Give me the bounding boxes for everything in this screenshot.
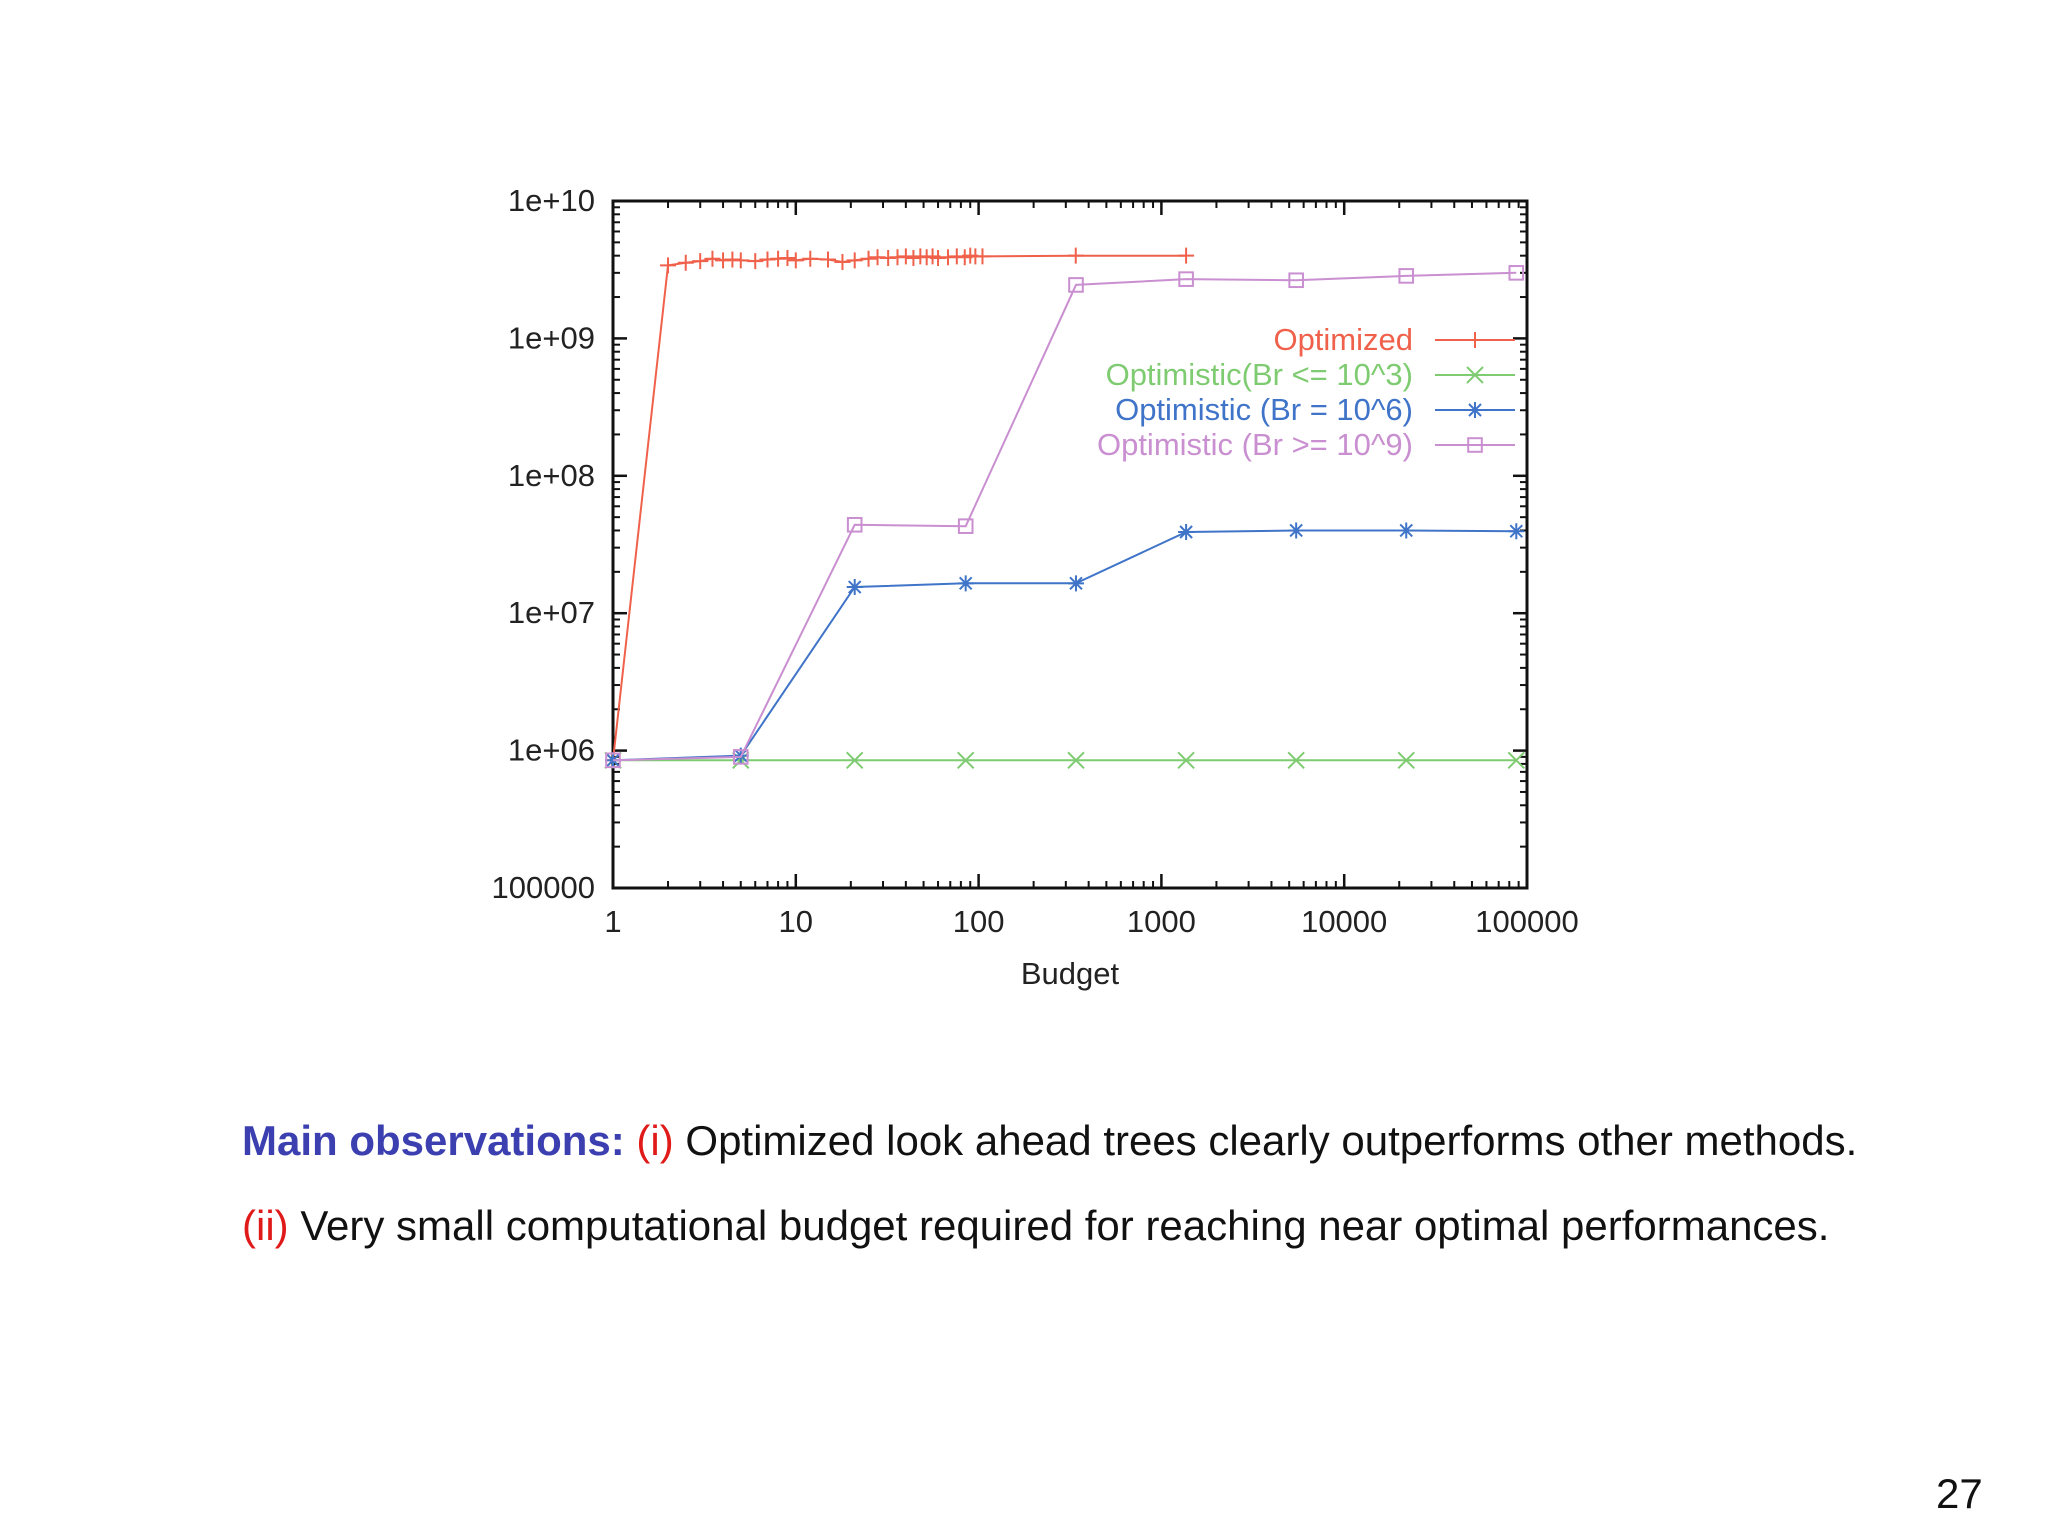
legend-label: Optimistic (Br = 10^6) <box>1115 392 1413 427</box>
data-point <box>846 252 863 269</box>
y-tick-label: 1e+09 <box>508 320 595 355</box>
x-tick-label: 10 <box>779 904 813 939</box>
data-point <box>845 751 864 770</box>
data-point <box>1178 247 1195 264</box>
observations-lead: Main observations: <box>242 1117 625 1164</box>
y-minor-ticks <box>613 206 1527 848</box>
plot-frame <box>611 199 1529 890</box>
observation-1-number: (i) <box>636 1117 674 1164</box>
x-tick-label: 1000 <box>1127 904 1196 939</box>
data-point <box>1467 332 1483 348</box>
observation-2-text: Very small computational budget required… <box>300 1202 1830 1249</box>
observation-1-text: Optimized look ahead trees clearly outpe… <box>685 1117 1858 1164</box>
data-point <box>1288 522 1305 539</box>
x-tick-label: 1 <box>604 904 621 939</box>
data-point <box>834 253 851 270</box>
data-point <box>704 250 721 267</box>
data-point <box>860 250 877 267</box>
observations-text: Main observations: (i) Optimized look ah… <box>242 1098 1862 1268</box>
data-point <box>1398 268 1415 284</box>
y-tick-label: 1e+08 <box>508 458 595 493</box>
data-point <box>1287 751 1305 770</box>
y-tick-label: 1e+07 <box>508 595 595 630</box>
data-point <box>605 752 621 769</box>
data-point <box>1068 277 1084 293</box>
data-point <box>1177 751 1195 770</box>
data-point <box>677 254 694 271</box>
observation-2-number: (ii) <box>242 1202 289 1249</box>
data-point <box>732 749 749 765</box>
data-point <box>1508 265 1525 281</box>
data-point <box>956 751 975 770</box>
x-tick-label: 100 <box>953 904 1005 939</box>
data-point <box>819 251 836 268</box>
data-point <box>1397 751 1415 770</box>
x-tick-label: 100000 <box>1475 904 1578 939</box>
y-tick-label: 1e+06 <box>508 733 595 768</box>
data-point <box>732 252 749 269</box>
series-4 <box>605 265 1525 769</box>
x-minor-ticks <box>667 201 1520 888</box>
data-point <box>1178 523 1195 540</box>
y-tick-label: 1e+10 <box>508 183 595 218</box>
page-number: 27 <box>1936 1470 1983 1517</box>
series-line <box>612 529 1517 762</box>
data-point <box>1288 272 1304 289</box>
data-point <box>1467 402 1483 418</box>
legend-label: Optimized <box>1273 322 1413 357</box>
data-point <box>1067 575 1084 592</box>
data-point <box>897 248 914 265</box>
series-1 <box>605 247 1195 769</box>
legend-label: Optimistic(Br <= 10^3) <box>1106 357 1413 392</box>
data-point <box>1067 247 1084 264</box>
data-point <box>1467 437 1483 453</box>
budget-performance-chart: 1 10 100 1000 10000 100000 100000 1e+06 1e+07 1e+… <box>492 183 1579 991</box>
data-point <box>1067 751 1085 770</box>
series-3 <box>605 522 1525 769</box>
data-point <box>787 252 804 269</box>
data-point <box>846 579 863 596</box>
x-tick-label: 10000 <box>1301 904 1387 939</box>
data-point <box>660 257 677 274</box>
data-point <box>1507 751 1525 770</box>
legend-label: Optimistic (Br >= 10^9) <box>1097 427 1413 462</box>
series-line <box>612 254 1187 761</box>
data-point <box>1466 366 1484 384</box>
data-point <box>747 253 764 270</box>
x-axis-label: Budget <box>1021 956 1120 991</box>
series-line <box>612 271 1517 762</box>
data-point <box>1178 271 1194 287</box>
data-point <box>957 518 974 534</box>
data-point <box>846 516 863 533</box>
y-tick-label: 100000 <box>492 870 595 905</box>
data-point <box>802 250 819 267</box>
data-point <box>974 248 991 265</box>
data-point <box>1508 523 1525 540</box>
data-point <box>692 253 709 270</box>
data-point <box>1398 522 1415 539</box>
data-point <box>779 249 796 266</box>
data-point <box>957 575 974 592</box>
